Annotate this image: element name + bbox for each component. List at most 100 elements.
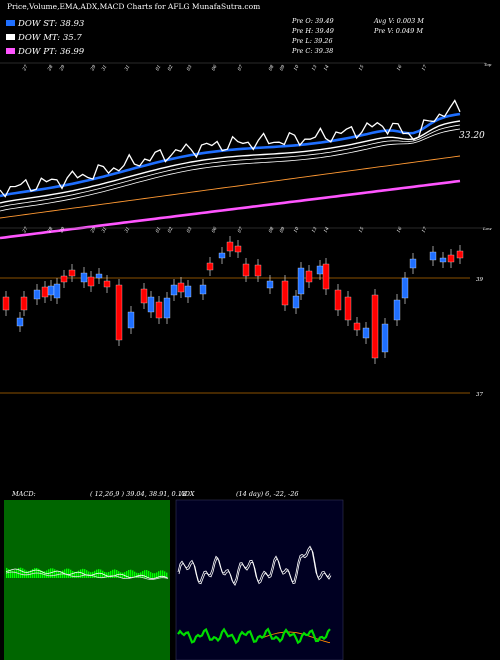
price-date-label: 02 — [167, 226, 175, 234]
candle-body — [371, 294, 379, 359]
macd-histogram-bar — [146, 570, 148, 578]
macd-histogram-bar — [114, 569, 116, 578]
macd-histogram-bar — [112, 569, 114, 578]
candle-body — [140, 288, 148, 304]
candle-body — [127, 311, 135, 329]
ema-date-label: 31 — [101, 64, 109, 72]
macd-histogram-bar — [136, 572, 138, 578]
macd-histogram-bar — [128, 569, 130, 578]
macd-histogram-bar — [74, 571, 76, 578]
ema-date-label: 29 — [89, 64, 98, 73]
ema-date-label: 29 — [58, 64, 67, 73]
macd-histogram-bar — [110, 570, 112, 578]
macd-histogram-bar — [154, 573, 156, 578]
macd-histogram-bar — [106, 572, 108, 578]
macd-histogram-bar — [78, 570, 80, 578]
macd-histogram-bar — [132, 570, 134, 578]
candle-body — [344, 296, 352, 321]
adx-params: (14 day) 6, -22, -26 — [236, 490, 299, 498]
price-date-label: 14 — [323, 226, 331, 234]
candle-body — [242, 263, 250, 277]
macd-histogram-bar — [108, 572, 110, 578]
macd-histogram-bar — [42, 571, 44, 578]
macd-histogram-bar — [12, 570, 14, 578]
candle-body — [353, 322, 361, 331]
ema-price-label: 33.20 — [459, 131, 485, 141]
candle-body — [20, 296, 28, 311]
ema-date-label: 16 — [396, 64, 404, 72]
macd-histogram-bar — [52, 568, 54, 578]
macd-histogram-bar — [158, 571, 160, 578]
macd-histogram-bar — [68, 568, 70, 578]
price-date-label: 17 — [421, 226, 429, 234]
macd-histogram-bar — [144, 570, 146, 578]
candle-body — [234, 245, 242, 253]
macd-background — [4, 500, 170, 660]
stat-avg-volume: Avg V: 0.003 M — [373, 17, 424, 25]
price-date-label: 15 — [358, 226, 366, 234]
price-date-label: 27 — [21, 226, 30, 235]
price-line — [0, 99, 461, 198]
ema-date-label: 03 — [186, 64, 194, 72]
dow-mt-band-outer — [0, 128, 461, 212]
stat-pre-low: Pre L: 39.26 — [291, 37, 333, 45]
ema-date-label: 28 — [46, 64, 55, 73]
candle-body — [95, 273, 103, 279]
macd-histogram-bar — [116, 569, 118, 578]
macd-histogram-bar — [148, 570, 150, 578]
ema-date-label: 27 — [21, 64, 30, 73]
macd-histogram-bar — [150, 572, 152, 578]
stat-pre-high: Pre H: 39.49 — [291, 27, 334, 35]
adx-line-shadow — [178, 547, 332, 586]
candle-body — [33, 289, 41, 300]
price-date-label: 08 — [268, 226, 276, 234]
price-date-label: 07 — [237, 226, 245, 234]
candle-body — [16, 317, 24, 327]
candle-body — [297, 267, 305, 295]
candle-body — [447, 254, 455, 263]
price-date-label: 01 — [155, 226, 163, 234]
candle-body — [68, 269, 76, 277]
candle-body — [266, 280, 274, 289]
macd-panel: MACD: ( 12,26,9 ) 39.04, 38.91, 0.13 — [4, 490, 186, 660]
macd-histogram-bar — [130, 569, 132, 578]
ema-date-label: 13 — [311, 64, 319, 72]
candle-body — [218, 252, 226, 259]
macd-histogram-bar — [122, 572, 124, 578]
candle-body — [305, 270, 313, 283]
candle-body — [456, 250, 464, 259]
candle-body — [147, 296, 155, 313]
macd-histogram-bar — [26, 570, 28, 578]
macd-histogram-bar — [160, 570, 162, 578]
candle-body — [401, 277, 409, 299]
ema-date-label: 10 — [293, 64, 301, 72]
ema-date-label: 14 — [323, 64, 331, 72]
candle-body — [53, 283, 61, 299]
adx-panel: ADX (14 day) 6, -22, -26 — [175, 490, 344, 660]
price-date-label: 29 — [89, 226, 98, 235]
adx-plus-di-line — [177, 627, 331, 645]
macd-signal-line — [5, 571, 169, 580]
ema-panel: Top 27 28 29 29 31 31 01 02 03 06 07 08 09 10 13 14 15 16… — [0, 62, 492, 240]
price-panel: Low 27 28 29 29 31 31 01 02 03 06 07 08 09 10 13 14 15 16… — [0, 226, 492, 398]
candle-body — [429, 251, 437, 261]
price-date-label: 29 — [58, 226, 67, 235]
macd-histogram-bar — [126, 571, 128, 578]
price-date-label: 31 — [101, 226, 109, 234]
price-date-label: 28 — [46, 226, 55, 235]
candle-body — [47, 285, 55, 296]
candle-body — [226, 241, 234, 252]
candle-body — [254, 264, 262, 277]
candle-body — [60, 275, 68, 283]
price-date-label: 31 — [124, 226, 132, 234]
macd-label: MACD: — [11, 490, 36, 498]
macd-histogram-bar — [24, 569, 26, 578]
stat-pre-volume: Pre V: 0.049 M — [373, 27, 423, 35]
price-date-label: 10 — [293, 226, 301, 234]
candle-body — [381, 323, 389, 353]
price-date-label: 06 — [211, 226, 219, 234]
dow-mt-line — [0, 120, 461, 204]
macd-params: ( 12,26,9 ) 39.04, 38.91, 0.13 — [90, 490, 186, 498]
candle-body — [334, 289, 342, 311]
ema-date-label: 09 — [279, 64, 287, 72]
